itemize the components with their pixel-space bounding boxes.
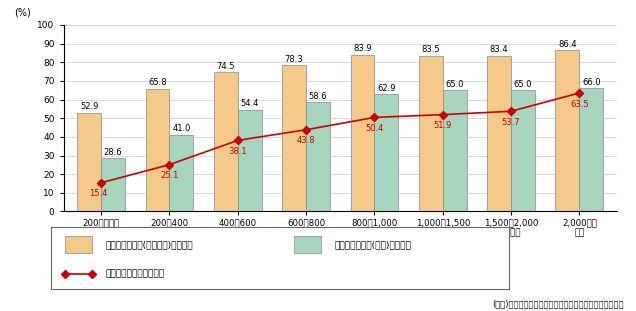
Bar	[511, 90, 535, 211]
Text: 63.5: 63.5	[570, 100, 589, 109]
Text: ブロードバンド利用状況: ブロードバンド利用状況	[106, 269, 165, 278]
Text: インターネット(パソコン)利用状況: インターネット(パソコン)利用状況	[106, 240, 193, 249]
Text: 52.9: 52.9	[80, 102, 99, 111]
Text: 62.9: 62.9	[377, 84, 396, 93]
Text: 83.9: 83.9	[353, 44, 372, 53]
Bar	[238, 110, 261, 211]
Bar	[350, 55, 375, 211]
Bar	[555, 50, 579, 211]
Bar	[487, 56, 511, 211]
Text: 66.0: 66.0	[582, 78, 600, 87]
Text: 28.6: 28.6	[104, 148, 123, 157]
Text: 86.4: 86.4	[558, 40, 577, 49]
Text: (%): (%)	[14, 7, 31, 17]
Bar	[579, 88, 604, 211]
Bar	[214, 72, 238, 211]
Text: 43.8: 43.8	[297, 136, 315, 145]
Text: 54.4: 54.4	[240, 100, 259, 109]
Bar	[375, 94, 398, 211]
Text: 50.4: 50.4	[365, 124, 384, 133]
Text: 58.6: 58.6	[308, 92, 328, 101]
Bar	[443, 90, 467, 211]
Text: 41.0: 41.0	[172, 124, 191, 133]
Text: 15.4: 15.4	[89, 189, 107, 198]
Bar	[146, 89, 169, 211]
Text: (出典)総務省「平成１８年通信利用動向調査（世帯編）」: (出典)総務省「平成１８年通信利用動向調査（世帯編）」	[492, 299, 623, 308]
Text: 74.5: 74.5	[217, 62, 235, 71]
FancyBboxPatch shape	[65, 236, 92, 253]
Text: 25.1: 25.1	[160, 171, 179, 180]
Text: 83.5: 83.5	[422, 45, 440, 54]
Text: 83.4: 83.4	[490, 45, 508, 54]
Bar	[77, 113, 101, 211]
Text: 65.0: 65.0	[514, 80, 532, 89]
Bar	[169, 135, 193, 211]
Bar	[101, 158, 125, 211]
Text: インターネット(携帯)利用状況: インターネット(携帯)利用状況	[335, 240, 411, 249]
Text: 53.7: 53.7	[502, 118, 520, 127]
Text: 51.9: 51.9	[434, 121, 452, 130]
Bar	[282, 65, 306, 211]
Text: 65.8: 65.8	[148, 78, 167, 87]
Text: 65.0: 65.0	[445, 80, 464, 89]
Text: 38.1: 38.1	[228, 147, 247, 156]
Text: 78.3: 78.3	[285, 55, 303, 64]
Bar	[419, 56, 443, 211]
Bar	[306, 102, 330, 211]
FancyBboxPatch shape	[294, 236, 321, 253]
